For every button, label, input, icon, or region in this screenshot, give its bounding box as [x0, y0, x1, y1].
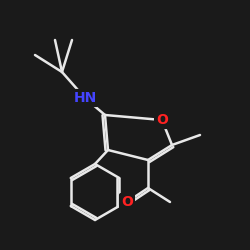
Text: O: O [156, 113, 168, 127]
Text: HN: HN [74, 91, 96, 105]
Text: O: O [121, 195, 133, 209]
